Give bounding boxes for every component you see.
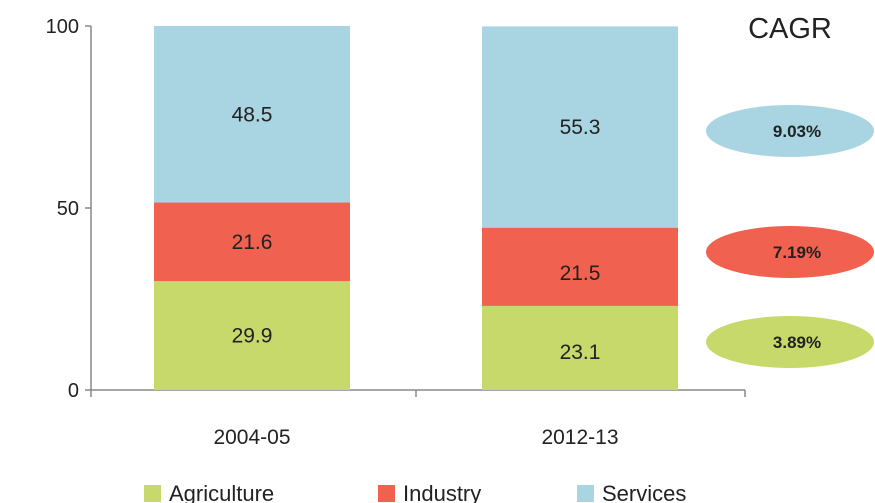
y-tick-label: 50 [57,198,79,220]
legend-swatch-agriculture [144,485,161,502]
y-tick-label: 0 [68,380,79,402]
legend-label-services: Services [602,481,686,503]
cagr-value: 3.89% [773,333,821,352]
bar-segment-services [482,26,678,228]
data-label-industry: 21.5 [560,262,601,285]
bar-segment-services [154,26,350,203]
data-label-agriculture: 29.9 [232,325,273,348]
data-label-agriculture: 23.1 [560,341,601,364]
y-ticks: 0 50 100 [46,16,91,402]
bar-segment-agriculture [154,281,350,390]
data-label-services: 55.3 [560,116,601,139]
y-tick-label: 100 [46,16,79,38]
bar-segment-industry [482,227,678,306]
x-tick-label: 2012-13 [541,426,618,449]
bars [154,26,678,390]
legend-label-industry: Industry [403,481,481,503]
bar-labels: 29.9 21.6 48.5 23.1 21.5 55.3 [232,103,601,364]
data-label-industry: 21.6 [232,231,273,254]
cagr-title: CAGR [748,13,832,45]
cagr-badge-agriculture [706,316,874,368]
x-tick-label: 2004-05 [213,426,290,449]
legend-swatch-industry [378,485,395,502]
x-tick-labels: 2004-05 2012-13 [213,426,618,449]
data-label-services: 48.5 [232,103,273,126]
cagr-value: 9.03% [773,122,821,141]
cagr-badge-industry [706,226,874,278]
cagr-value: 7.19% [773,243,821,262]
legend-swatch-services [577,485,594,502]
cagr-badges: 9.03% 7.19% 3.89% [706,105,874,368]
cagr-badge-services [706,105,874,157]
bar-segment-industry [154,202,350,282]
legend-label-agriculture: Agriculture [169,481,274,503]
legend: Agriculture Industry Services [144,481,686,503]
x-ticks [90,390,746,397]
bar-segment-agriculture [482,305,678,390]
